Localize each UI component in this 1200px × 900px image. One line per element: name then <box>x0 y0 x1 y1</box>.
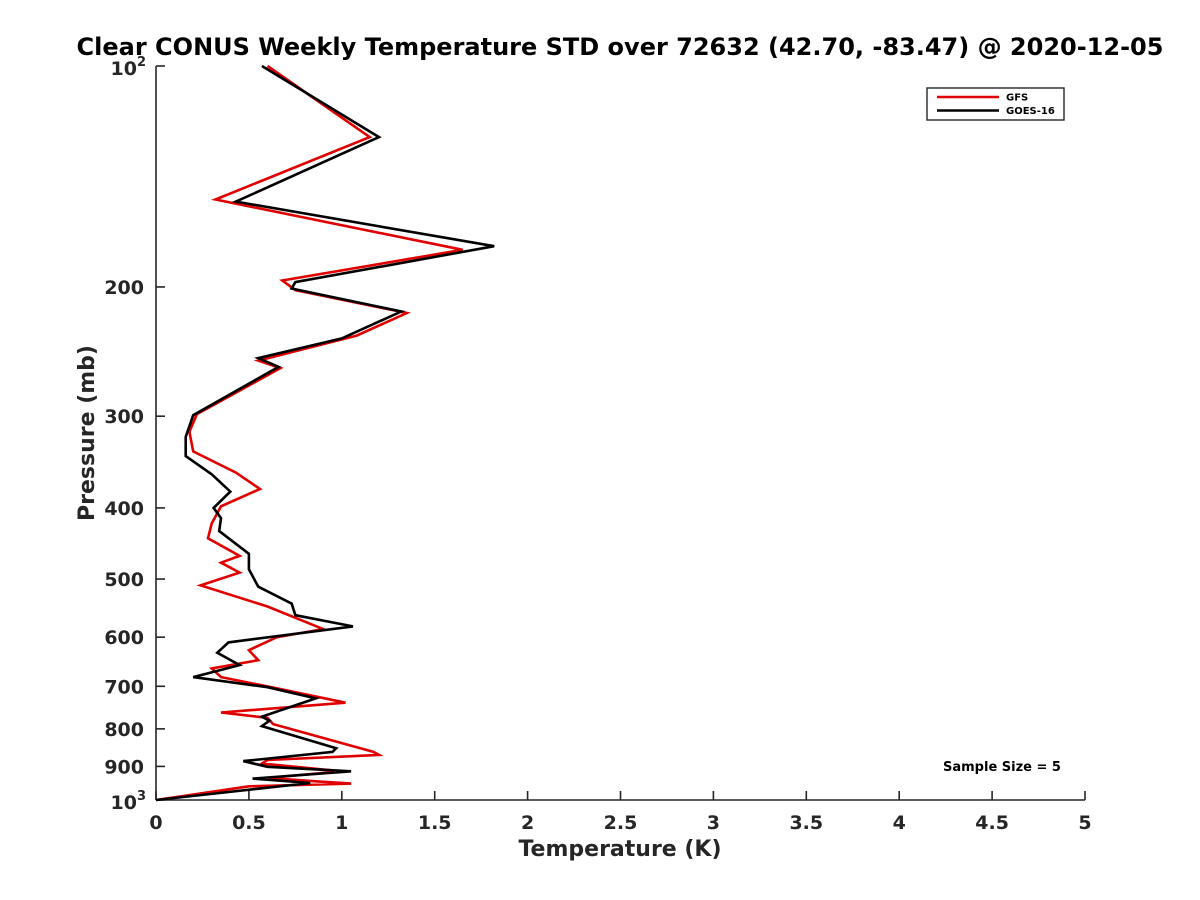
y-tick-label: 900 <box>104 756 144 778</box>
y-tick-label: 102 <box>111 55 147 80</box>
x-tick-label: 0.5 <box>232 812 266 834</box>
y-tick-label: 800 <box>104 719 144 741</box>
y-tick-label: 600 <box>104 627 144 649</box>
x-tick-label: 5 <box>1078 812 1091 834</box>
x-tick-label: 4 <box>893 812 906 834</box>
legend-box <box>926 87 1065 121</box>
y-tick-label: 400 <box>104 498 144 520</box>
legend-label: GFS <box>1006 93 1028 104</box>
x-tick-label: 4.5 <box>975 812 1009 834</box>
x-tick-label: 1 <box>335 812 348 834</box>
series-line-goes-16 <box>155 64 495 802</box>
x-tick-label: 2.5 <box>604 812 638 834</box>
x-tick-label: 3 <box>707 812 720 834</box>
legend: GFS GOES-16 <box>926 87 1065 121</box>
y-tick-label: 300 <box>104 406 144 428</box>
y-tick-label: 103 <box>111 789 147 814</box>
chart-title: Clear CONUS Weekly Temperature STD over … <box>77 33 1164 61</box>
y-tick-label: 700 <box>104 676 144 698</box>
legend-label: GOES-16 <box>1006 106 1055 117</box>
x-tick-label: 1.5 <box>418 812 452 834</box>
x-tick-label: 2 <box>521 812 534 834</box>
sample-size-annotation: Sample Size = 5 <box>943 760 1061 775</box>
y-axis-label: Pressure (mb) <box>75 345 100 521</box>
x-tick-label: 0 <box>149 812 162 834</box>
y-tick-label: 200 <box>104 277 144 299</box>
y-tick-label: 500 <box>104 569 144 591</box>
x-axis-label: Temperature (K) <box>518 837 721 862</box>
x-tick-label: 3.5 <box>789 812 823 834</box>
axes: 0 0.5 1 1.5 2 2.5 3 3.5 4 4.5 5 102 200 300 400 500 600 7… <box>104 55 1091 834</box>
series-lines <box>155 64 495 802</box>
